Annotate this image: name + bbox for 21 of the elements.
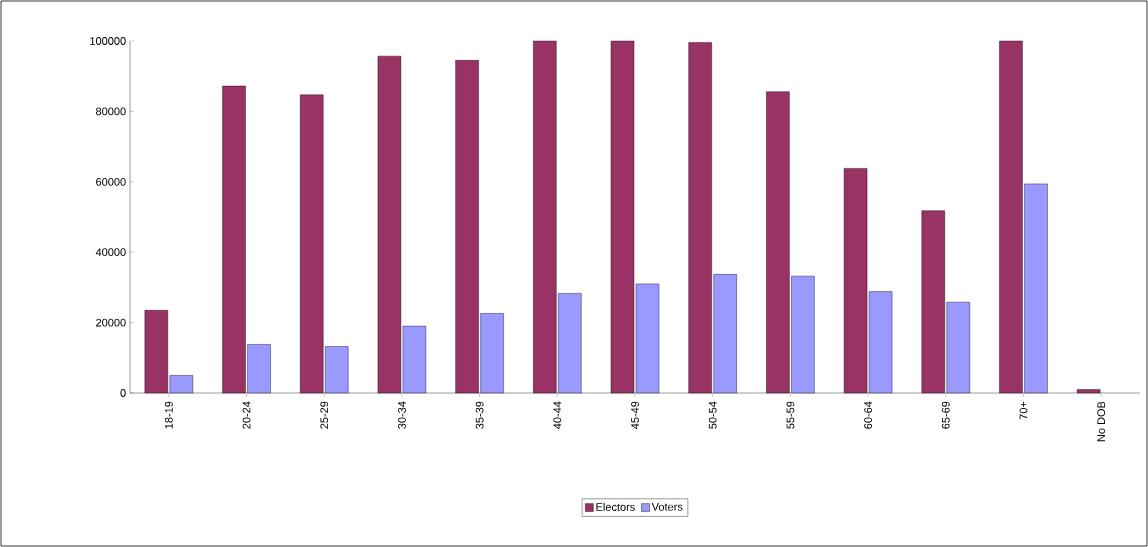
x-tick-label: 25-29 [320,401,329,429]
legend-label: Electors [596,502,635,511]
x-tick-label: 50-54 [708,401,717,429]
y-tick-label: 0 [120,389,126,397]
x-tick-label: 60-64 [864,401,872,429]
y-tick-label: 60000 [96,177,126,186]
x-tick-label: 18-19 [164,401,173,429]
y-tick-label: 80000 [96,107,126,116]
x-tick-label: 70+ [1019,401,1028,420]
x-tick-label: 20-24 [242,401,251,429]
y-tick-label: 20000 [96,318,126,327]
y-tick-label: 100000 [90,37,126,45]
x-tick-label: 45-49 [631,401,639,430]
y-tick-label: 40000 [95,248,126,257]
legend-label: Voters [651,503,683,511]
x-tick-label: No DOB [1097,401,1106,442]
x-tick-label: 35-39 [475,401,484,429]
x-tick-label: 40-44 [553,401,562,430]
x-tick-label: 55-59 [786,401,795,429]
x-tick-label: 65-69 [941,401,950,429]
x-tick-label: 30-34 [398,401,406,429]
